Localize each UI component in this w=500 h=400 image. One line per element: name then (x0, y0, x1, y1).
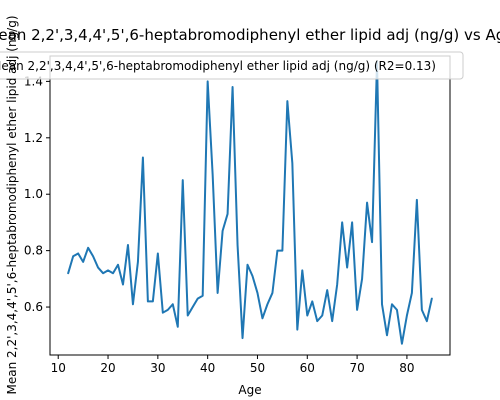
x-tick-label: 60 (300, 361, 315, 375)
data-point (431, 298, 433, 300)
data-point (346, 267, 348, 269)
data-point (266, 303, 268, 305)
data-point (72, 255, 74, 257)
data-point (371, 241, 373, 243)
data-point (296, 329, 298, 331)
data-point (421, 309, 423, 311)
data-point (67, 272, 69, 274)
data-point (237, 244, 239, 246)
data-point (326, 289, 328, 291)
y-axis-label: Mean 2,2',3,4,4',5',6-heptabromodiphenyl… (5, 15, 19, 394)
data-point (92, 255, 94, 257)
data-point (242, 337, 244, 339)
data-point (341, 221, 343, 223)
data-point (117, 264, 119, 266)
data-point (391, 303, 393, 305)
data-point (177, 326, 179, 328)
x-tick-label: 40 (200, 361, 215, 375)
data-point (301, 269, 303, 271)
data-point (112, 272, 114, 274)
data-point (256, 292, 258, 294)
data-point (127, 244, 129, 246)
y-tick-label: 0.6 (24, 300, 43, 314)
data-point (406, 315, 408, 317)
data-point (361, 278, 363, 280)
x-tick-label: 30 (150, 361, 165, 375)
data-point (137, 261, 139, 263)
data-point (167, 309, 169, 311)
data-point (411, 292, 413, 294)
data-point (102, 272, 104, 274)
data-point (311, 300, 313, 302)
x-axis-label: Age (238, 383, 261, 397)
data-point (381, 303, 383, 305)
data-point (217, 292, 219, 294)
data-point (162, 312, 164, 314)
x-tick-label: 80 (399, 361, 414, 375)
data-point (212, 173, 214, 175)
legend-entry-label: Mean 2,2',3,4,4',5',6-heptabromodiphenyl… (0, 59, 436, 73)
data-point (336, 283, 338, 285)
data-point (207, 80, 209, 82)
data-point (271, 292, 273, 294)
data-point (426, 320, 428, 322)
data-point (306, 315, 308, 317)
data-point (356, 309, 358, 311)
data-point (227, 213, 229, 215)
data-point (152, 300, 154, 302)
legend: Mean 2,2',3,4,4',5',6-heptabromodiphenyl… (0, 51, 464, 80)
chart-title: Mean 2,2',3,4,4',5',6-heptabromodiphenyl… (0, 26, 500, 44)
x-tick-label: 50 (250, 361, 265, 375)
data-point (132, 303, 134, 305)
data-point (107, 269, 109, 271)
y-tick-label: 0.8 (24, 244, 43, 258)
data-point (202, 295, 204, 297)
data-point (291, 162, 293, 164)
x-tick-label: 10 (51, 361, 66, 375)
y-tick-label: 1.2 (24, 131, 43, 145)
plot-area (50, 56, 450, 355)
data-point (321, 315, 323, 317)
y-tick-label: 1.0 (24, 187, 43, 201)
data-point (122, 283, 124, 285)
data-point (331, 320, 333, 322)
data-point (316, 320, 318, 322)
x-tick-label: 20 (100, 361, 115, 375)
data-point (82, 261, 84, 263)
x-axis-ticks: 10 20 30 40 50 60 70 80 (51, 355, 415, 375)
data-point (261, 317, 263, 319)
data-point (251, 275, 253, 277)
data-point (172, 303, 174, 305)
data-point (157, 252, 159, 254)
data-point (351, 221, 353, 223)
data-point (197, 298, 199, 300)
data-point (286, 100, 288, 102)
data-point (281, 250, 283, 252)
data-point (187, 315, 189, 317)
data-point (247, 264, 249, 266)
data-point (77, 252, 79, 254)
data-point (222, 230, 224, 232)
data-point (192, 306, 194, 308)
series-line (67, 60, 433, 345)
data-point (366, 202, 368, 204)
data-point (97, 267, 99, 269)
data-point (401, 343, 403, 345)
data-point (276, 250, 278, 252)
legend-box (0, 51, 464, 80)
data-point (386, 334, 388, 336)
data-point (232, 86, 234, 88)
data-point (142, 157, 144, 159)
data-point (87, 247, 89, 249)
data-point (147, 300, 149, 302)
data-point (416, 199, 418, 201)
x-tick-label: 70 (349, 361, 364, 375)
data-point (396, 309, 398, 311)
data-point (182, 179, 184, 181)
